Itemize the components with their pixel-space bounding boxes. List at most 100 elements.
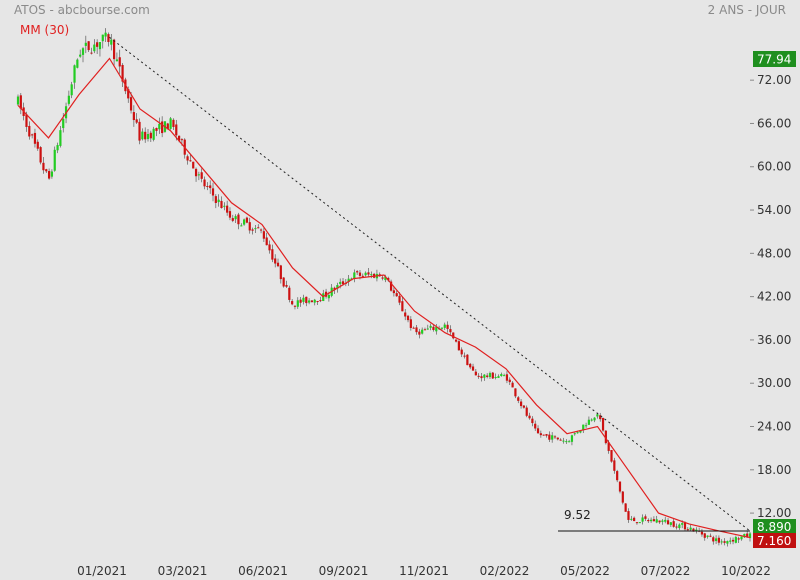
candle-up bbox=[748, 533, 752, 539]
candle-down bbox=[194, 168, 198, 177]
candles-layer bbox=[16, 28, 752, 547]
candle-up bbox=[661, 520, 664, 522]
candle-down bbox=[25, 114, 28, 127]
candle-up bbox=[50, 171, 54, 177]
candle-down bbox=[545, 434, 548, 436]
candle-down bbox=[536, 428, 540, 434]
candle-down bbox=[432, 326, 435, 330]
candle-up bbox=[435, 327, 438, 332]
candle-up bbox=[734, 537, 737, 543]
candle-down bbox=[525, 407, 528, 416]
candle-up bbox=[59, 130, 62, 146]
candle-up bbox=[243, 219, 246, 225]
candle-down bbox=[658, 520, 661, 523]
candle-down bbox=[45, 169, 48, 172]
candle-up bbox=[336, 285, 339, 289]
candle-down bbox=[415, 327, 418, 333]
candle-down bbox=[703, 533, 706, 538]
candle-up bbox=[494, 376, 497, 378]
candle-down bbox=[534, 423, 537, 429]
candle-up bbox=[584, 425, 588, 427]
candle-down bbox=[553, 436, 557, 438]
candle-down bbox=[675, 526, 678, 528]
candle-down bbox=[291, 301, 294, 305]
candle-down bbox=[381, 277, 384, 279]
candle-up bbox=[322, 293, 325, 302]
candle-down bbox=[746, 533, 749, 538]
candle-down bbox=[276, 262, 280, 267]
candle-down bbox=[192, 161, 195, 169]
candle-up bbox=[568, 441, 571, 443]
y-tick-label: 36.00 bbox=[757, 333, 791, 347]
candle-down bbox=[293, 305, 297, 307]
candle-down bbox=[423, 329, 427, 331]
candle-down bbox=[132, 112, 135, 121]
candle-down bbox=[404, 312, 407, 317]
candle-down bbox=[166, 123, 169, 130]
candle-up bbox=[681, 523, 684, 525]
candle-down bbox=[412, 327, 415, 329]
candle-down bbox=[613, 460, 616, 471]
candle-down bbox=[211, 188, 215, 196]
candle-down bbox=[457, 341, 460, 351]
candle-down bbox=[285, 285, 288, 287]
candle-up bbox=[93, 44, 96, 52]
candle-up bbox=[740, 536, 743, 540]
candle-up bbox=[565, 441, 568, 443]
candle-down bbox=[624, 503, 627, 512]
candle-down bbox=[559, 439, 562, 441]
candle-up bbox=[641, 517, 644, 522]
candle-down bbox=[480, 376, 483, 379]
candle-down bbox=[395, 293, 398, 297]
candle-down bbox=[517, 397, 520, 401]
candle-up bbox=[714, 538, 718, 542]
candle-up bbox=[500, 374, 503, 377]
candle-up bbox=[429, 325, 432, 328]
candle-up bbox=[16, 96, 20, 105]
candle-up bbox=[339, 281, 342, 284]
candle-up bbox=[729, 540, 732, 542]
candle-down bbox=[469, 363, 472, 368]
candle-up bbox=[104, 32, 107, 37]
candle-down bbox=[33, 132, 37, 144]
candle-down bbox=[683, 522, 687, 530]
candle-up bbox=[743, 533, 746, 538]
low-value-badge: 7.160 bbox=[753, 533, 796, 548]
candle-down bbox=[418, 331, 421, 335]
candle-down bbox=[454, 339, 458, 342]
candle-up bbox=[223, 205, 226, 207]
x-tick-label: 03/2021 bbox=[158, 564, 208, 578]
high-badge-text: 77.94 bbox=[757, 53, 791, 67]
ma-legend: MM (30) bbox=[20, 23, 69, 37]
candle-down bbox=[28, 125, 31, 137]
candle-up bbox=[197, 174, 200, 176]
candle-down bbox=[271, 249, 274, 260]
candle-down bbox=[652, 519, 656, 522]
candle-up bbox=[115, 59, 119, 62]
candle-up bbox=[426, 328, 429, 330]
candle-up bbox=[296, 300, 299, 307]
candle-down bbox=[265, 237, 268, 246]
candle-down bbox=[144, 131, 147, 140]
candle-down bbox=[610, 450, 613, 462]
candle-down bbox=[257, 227, 260, 229]
candle-down bbox=[666, 520, 670, 525]
candle-up bbox=[596, 414, 599, 417]
candle-down bbox=[647, 520, 650, 522]
candle-up bbox=[587, 419, 591, 425]
x-tick-label: 02/2022 bbox=[480, 564, 530, 578]
candle-down bbox=[477, 375, 480, 377]
candle-up bbox=[551, 435, 554, 440]
candle-down bbox=[47, 171, 51, 179]
candle-up bbox=[169, 118, 172, 129]
y-tick-label: 54.00 bbox=[757, 203, 791, 217]
candle-down bbox=[90, 52, 93, 54]
candle-down bbox=[505, 374, 509, 381]
candle-down bbox=[466, 354, 469, 366]
candle-up bbox=[582, 424, 585, 430]
candle-down bbox=[39, 147, 42, 163]
candle-down bbox=[358, 272, 362, 276]
candle-down bbox=[548, 434, 551, 440]
